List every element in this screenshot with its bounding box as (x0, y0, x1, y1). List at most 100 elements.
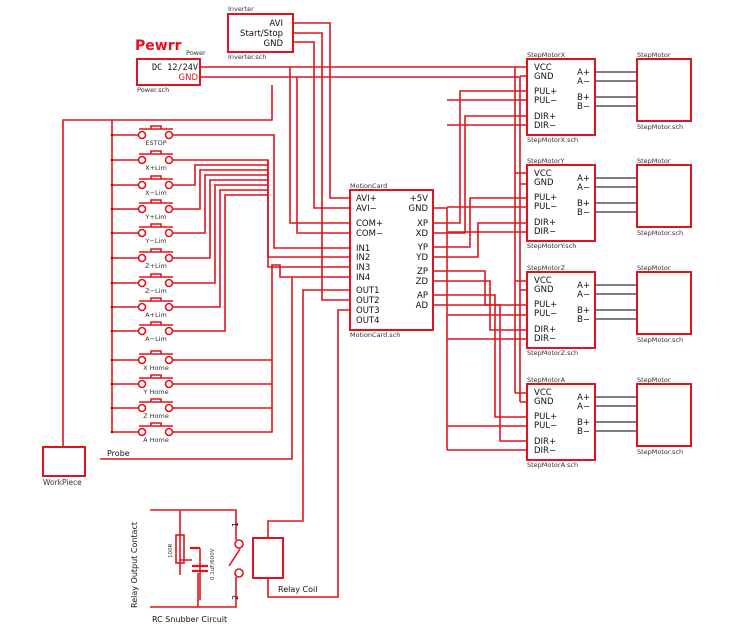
pin-5v: +5V (410, 194, 429, 204)
switch-symbol (112, 248, 180, 259)
relay-circuit[interactable]: Relay Output Contact 100R 0.1uF/600V 1 2… (130, 522, 317, 624)
wires (62, 22, 527, 608)
switch-z-lim[interactable]: Z−Lim (110, 273, 180, 295)
switch-label: X+Lim (145, 164, 167, 172)
switch-y-lim[interactable]: Y−Lim (110, 223, 180, 245)
switch-bank: ESTOP X+Lim X−Lim Y+Lim Y−Lim Z+Lim Z−Lim A+Lim… (110, 125, 180, 444)
switch-contact (164, 253, 174, 263)
pin-out1: OUT1 (356, 286, 380, 296)
switch-y-home[interactable]: Y Home (110, 374, 180, 396)
driver-pin: PUL− (534, 96, 557, 106)
switch-arm (228, 530, 241, 590)
switch-a-lim[interactable]: A−Lim (110, 321, 180, 343)
driver-pin: DIR− (534, 121, 556, 131)
resistor-label: 100R (168, 544, 174, 558)
driver-pin: B− (577, 208, 590, 218)
motion-card-block[interactable]: MotionCard AVI+ AVI− COM+ COM− IN1 IN2 I… (349, 182, 434, 339)
inverter-title: Inverter (228, 5, 254, 13)
switch-x-lim[interactable]: X+Lim (110, 150, 180, 172)
motion-card-file: MotionCard.sch (350, 331, 400, 339)
driver-pin: PUL+ (534, 412, 557, 422)
switch-contact (137, 326, 147, 336)
stepper-drivers: StepMotorXVCCGNDPUL+PUL−DIR+DIR−A+A−B+B−… (526, 51, 692, 469)
motor-body (636, 164, 692, 228)
driver-pin: B+ (577, 93, 590, 103)
switch-symbol (112, 374, 180, 385)
driver-pin: VCC (534, 388, 552, 398)
pin-com-minus: COM− (356, 229, 383, 239)
driver-pin: DIR− (534, 334, 556, 344)
stepper-motor[interactable]: StepMotor StepMotor.sch (636, 264, 692, 344)
switch-contact (164, 228, 174, 238)
driver-pin: DIR− (534, 227, 556, 237)
switch-contact (137, 302, 147, 312)
switch-z-lim[interactable]: Z+Lim (110, 248, 180, 270)
switch-label: ESTOP (145, 139, 166, 147)
driver-pin: A− (577, 290, 590, 300)
switch-label: X−Lim (145, 189, 167, 197)
driver-pin: VCC (534, 63, 552, 73)
switch-symbol (112, 223, 180, 234)
switch-estop[interactable]: ESTOP (110, 125, 180, 147)
switch-contact (164, 302, 174, 312)
junction-dot (110, 305, 114, 309)
switch-a-lim[interactable]: A+Lim (110, 297, 180, 319)
switch-label: Z Home (143, 412, 169, 420)
driver-body (526, 383, 596, 461)
switch-contact (164, 427, 174, 437)
driver-pin: DIR+ (534, 437, 556, 447)
switch-contact (164, 155, 174, 165)
workpiece-block[interactable]: WorkPiece Probe (42, 446, 130, 487)
switch-x-home[interactable]: X Home (110, 350, 180, 372)
driver-pin: DIR+ (534, 112, 556, 122)
driver-pin: PUL− (534, 421, 557, 431)
driver-body (526, 164, 596, 242)
inverter-block[interactable]: Inverter AVI Start/Stop GND Inverter.sch (227, 5, 294, 61)
stepper-motor[interactable]: StepMotor StepMotor.sch (636, 157, 692, 237)
driver-pin: B+ (577, 199, 590, 209)
driver-pin: VCC (534, 276, 552, 286)
pin-ap: AP (417, 291, 428, 301)
motor-title: StepMotor (637, 376, 671, 384)
driver-pin: VCC (534, 169, 552, 179)
contact-2 (234, 568, 244, 578)
switch-contact (137, 427, 147, 437)
left-pins: AVI+ AVI− COM+ COM− IN1 IN2 IN3 IN4 OUT1… (356, 194, 383, 326)
driver-title: StepMotorZ (527, 264, 566, 272)
driver-pin: DIR+ (534, 218, 556, 228)
pin-dc: DC 12/24V (152, 63, 198, 73)
driver-body (526, 58, 596, 136)
switch-contact (164, 355, 174, 365)
switch-symbol (112, 422, 180, 433)
stepper-motor[interactable]: StepMotor StepMotor.sch (636, 376, 692, 456)
junction-dot (110, 256, 114, 260)
switch-a-home[interactable]: A Home (110, 422, 180, 444)
junction-dot (110, 133, 114, 137)
driver-pin: B− (577, 427, 590, 437)
pin-yd: YD (415, 253, 428, 263)
switch-label: Z+Lim (145, 262, 167, 270)
switch-symbol (112, 273, 180, 284)
switch-label: A Home (143, 436, 169, 444)
switch-contact (164, 403, 174, 413)
switch-contact (164, 204, 174, 214)
driver-pin: PUL− (534, 309, 557, 319)
driver-pin: A+ (577, 174, 590, 184)
pin-in4: IN4 (356, 273, 370, 283)
power-block[interactable]: Pewrr Power DC 12/24V GND Power.sch (135, 38, 206, 94)
driver-pin: A+ (577, 393, 590, 403)
junction-dot (110, 430, 114, 434)
switch-y-lim[interactable]: Y+Lim (110, 199, 180, 221)
driver-pin: GND (534, 285, 554, 295)
stepper-motor[interactable]: StepMotor StepMotor.sch (636, 51, 692, 131)
capacitor-label: 0.1uF/600V (210, 548, 216, 580)
driver-pin: A+ (577, 281, 590, 291)
switch-label: Y+Lim (144, 213, 166, 221)
switch-z-home[interactable]: Z Home (110, 398, 180, 420)
driver-pin: A− (577, 77, 590, 87)
switch-x-lim[interactable]: X−Lim (110, 175, 180, 197)
